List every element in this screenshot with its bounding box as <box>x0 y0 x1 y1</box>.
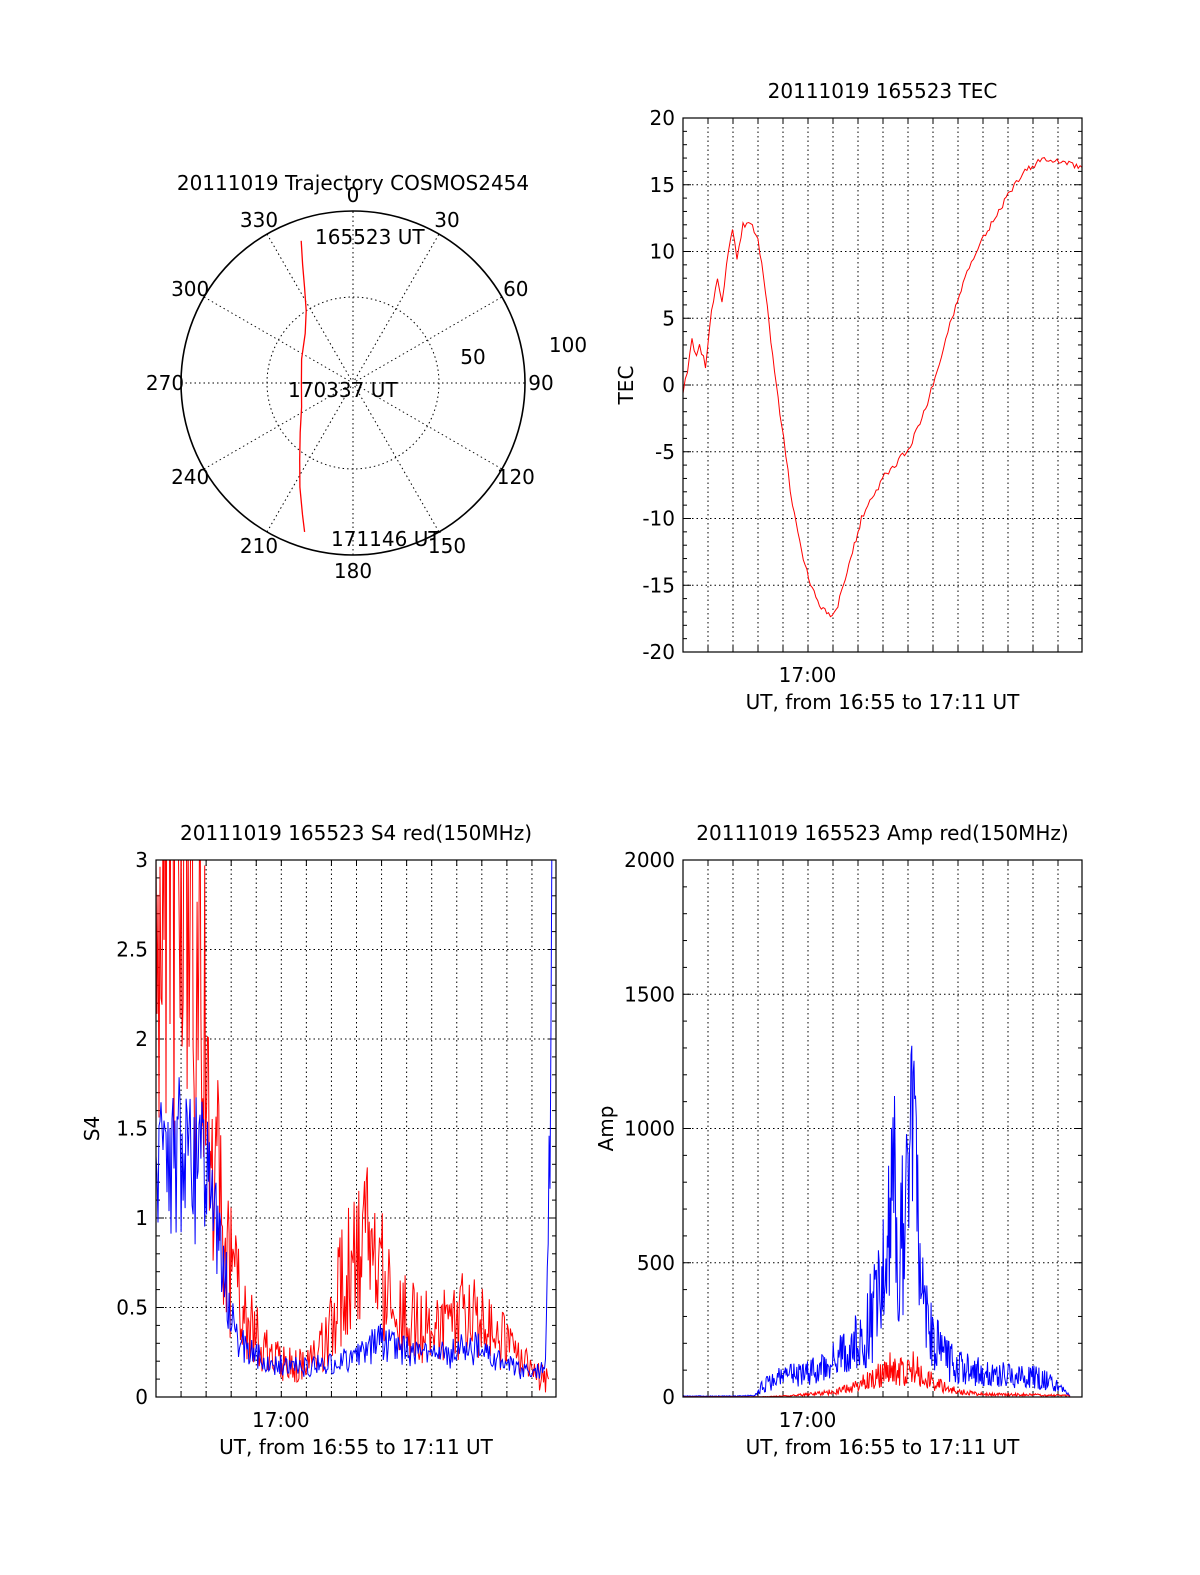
polar-radius-labels: 50 100 <box>460 333 587 369</box>
polar-grid <box>180 210 526 556</box>
x-axis-label: UT, from 16:55 to 17:11 UT <box>746 690 1021 714</box>
polar-chart: 20111019 Trajectory COSMOS2454 0 30 60 90 12… <box>146 171 587 583</box>
series-line <box>683 157 1082 618</box>
polar-angle-label: 90 <box>528 371 553 395</box>
polar-angle-label: 210 <box>240 534 278 558</box>
y-axis-label: TEC <box>614 366 638 406</box>
y-tick-label: 15 <box>650 173 675 197</box>
y-tick-label: 10 <box>650 240 675 264</box>
y-tick-label: 1000 <box>624 1117 675 1141</box>
y-tick-label: -5 <box>655 440 675 464</box>
polar-radius-label: 100 <box>549 333 587 357</box>
amp-chart: 20111019 165523 Amp red(150MHz) 2000 1500 1… <box>594 821 1083 1459</box>
trajectory-line <box>299 240 307 532</box>
y-tick-label: 3 <box>135 848 148 872</box>
polar-angle-label: 330 <box>240 208 278 232</box>
polar-angle-label: 120 <box>497 465 535 489</box>
polar-angle-label: 30 <box>434 208 459 232</box>
y-tick-label: 0 <box>662 373 675 397</box>
chart-title: 20111019 165523 Amp red(150MHz) <box>696 821 1068 845</box>
annotation-start: 165523 UT <box>315 225 425 249</box>
series-line <box>156 860 549 1393</box>
polar-spoke <box>266 233 440 533</box>
y-tick-label: -10 <box>642 507 675 531</box>
x-axis-label: UT, from 16:55 to 17:11 UT <box>219 1435 494 1459</box>
y-tick-label: 2 <box>135 1027 148 1051</box>
series-line <box>683 1045 1071 1397</box>
polar-angle-label: 60 <box>503 277 528 301</box>
plot-frame <box>682 117 1083 653</box>
y-axis-label: Amp <box>594 1106 618 1152</box>
y-tick-label: 2000 <box>624 848 675 872</box>
x-tick-label: 17:00 <box>779 1408 837 1432</box>
polar-angle-label: 0 <box>347 183 360 207</box>
y-tick-label: 1.5 <box>116 1117 148 1141</box>
tec-chart: 20111019 165523 TEC 20 15 10 5 0 -5 -10 -15 -20 17… <box>614 79 1083 714</box>
polar-title: 20111019 Trajectory COSMOS2454 <box>177 171 529 195</box>
y-tick-label: 0.5 <box>116 1296 148 1320</box>
x-axis-label: UT, from 16:55 to 17:11 UT <box>746 1435 1021 1459</box>
chart-title: 20111019 165523 TEC <box>768 79 998 103</box>
polar-angle-label: 150 <box>428 534 466 558</box>
x-tick-label: 17:00 <box>252 1408 310 1432</box>
y-tick-label: -20 <box>642 640 675 664</box>
polar-radius-label: 50 <box>460 345 485 369</box>
series-line <box>156 860 553 1380</box>
plot-frame <box>155 859 557 1398</box>
polar-angle-labels: 0 30 60 90 120 150 180 210 240 270 300 330 <box>146 183 554 583</box>
polar-angle-label: 270 <box>146 371 184 395</box>
polar-angle-label: 180 <box>334 559 372 583</box>
y-tick-label: 0 <box>135 1385 148 1409</box>
annotation-end: 171146 UT <box>331 527 441 551</box>
y-tick-label: 5 <box>662 306 675 330</box>
y-tick-label: 1 <box>135 1206 148 1230</box>
y-tick-label: 20 <box>650 106 675 130</box>
x-tick-label: 17:00 <box>779 663 837 687</box>
y-tick-label: -15 <box>642 573 675 597</box>
y-tick-label: 2.5 <box>116 938 148 962</box>
y-tick-label: 500 <box>637 1251 675 1275</box>
s4-chart: 20111019 165523 S4 red(150MHz) 3 2.5 2 1.5 1 0… <box>80 821 557 1459</box>
y-axis-label: S4 <box>80 1116 104 1141</box>
y-tick-label: 1500 <box>624 982 675 1006</box>
polar-angle-label: 300 <box>171 277 209 301</box>
chart-title: 20111019 165523 S4 red(150MHz) <box>180 821 532 845</box>
annotation-mid: 170337 UT <box>288 378 398 402</box>
polar-angle-label: 240 <box>171 465 209 489</box>
y-tick-label: 0 <box>662 1385 675 1409</box>
plot-frame <box>682 859 1083 1398</box>
